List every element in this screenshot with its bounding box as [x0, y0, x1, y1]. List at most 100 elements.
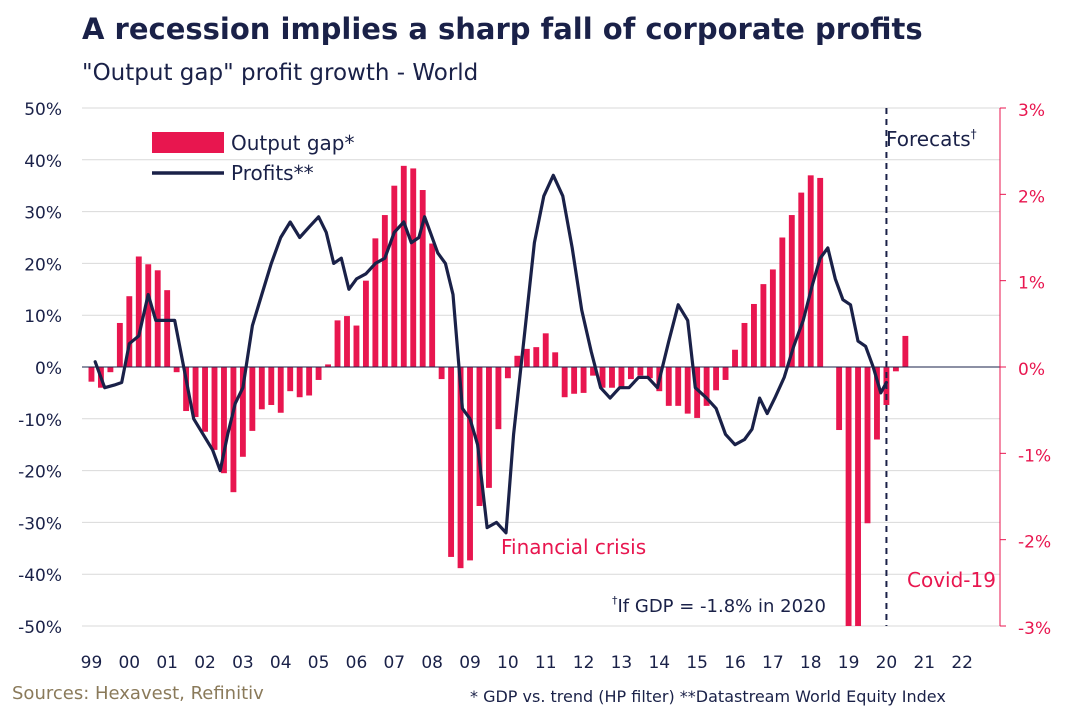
forecasts-dagger: †	[971, 127, 977, 141]
financial-crisis-label: Financial crisis	[501, 535, 646, 559]
output-gap-bar	[694, 367, 701, 418]
output-gap-bar	[296, 367, 303, 398]
output-gap-bar	[542, 333, 549, 367]
axis-labels: 50% 40% 30% 20% 10% 0% -10% -20% -30% -40% -50% 3% 2…	[18, 100, 1051, 673]
x-axis-tick-label: 18	[800, 653, 822, 673]
right-axis-tick-label: -1%	[1018, 446, 1051, 466]
output-gap-bar	[675, 367, 682, 406]
right-axis-tick-label: 1%	[1018, 274, 1045, 294]
output-gap-bar	[514, 355, 521, 367]
profits-line	[93, 173, 889, 535]
legend: Output gap* Profits**	[152, 131, 354, 185]
output-gap-bar	[722, 367, 729, 380]
output-gap-bar	[353, 325, 360, 367]
output-gap-bar	[344, 316, 350, 367]
output-gap-bar	[760, 284, 767, 367]
output-gap-bar	[126, 296, 133, 367]
output-gap-bar	[892, 367, 899, 372]
footnote: * GDP vs. trend (HP filter) **Datastream…	[470, 687, 946, 706]
output-gap-bar	[571, 367, 578, 394]
output-gap-bar	[183, 367, 190, 412]
output-gap-bar	[448, 367, 455, 557]
x-axis-tick-label: 05	[308, 653, 330, 673]
right-axis-tick-label: -2%	[1018, 533, 1051, 553]
right-axis-tick-label: 2%	[1018, 187, 1045, 207]
left-axis-tick-label: -30%	[18, 514, 62, 534]
chart-subtitle: "Output gap" profit growth - World	[82, 60, 479, 86]
x-axis-tick-label: 02	[194, 653, 216, 673]
output-gap-bar	[476, 367, 483, 506]
output-gap-bar	[646, 367, 653, 379]
output-gap-bar	[429, 243, 436, 367]
right-axis-tick-label: -3%	[1018, 619, 1051, 639]
output-gap-bar	[807, 175, 814, 367]
output-gap-bar	[836, 367, 843, 431]
left-axis-tick-label: -20%	[18, 463, 62, 483]
output-gap-bar	[268, 367, 275, 405]
left-axis-tick-label: -40%	[18, 566, 62, 586]
output-gap-bar	[221, 367, 227, 474]
output-gap-bar	[486, 367, 492, 488]
output-gap-bar	[732, 349, 738, 367]
x-axis-tick-label: 17	[762, 653, 784, 673]
x-axis-tick-label: 04	[270, 653, 292, 673]
x-axis-tick-label: 09	[459, 653, 481, 673]
output-gap-bar	[306, 367, 313, 396]
output-gap-bar	[798, 192, 805, 367]
left-axis-tick-label: 30%	[24, 204, 62, 224]
legend-label-line: Profits**	[231, 161, 314, 185]
output-gap-bar	[362, 280, 369, 367]
output-gap-bar	[372, 238, 379, 367]
output-gap-bar	[400, 165, 407, 367]
left-axis-tick-label: -10%	[18, 411, 62, 431]
left-axis-tick-label: 0%	[35, 359, 62, 379]
output-gap-bar	[523, 348, 530, 367]
chart-title: A recession implies a sharp fall of corp…	[82, 12, 923, 46]
output-gap-bar	[580, 367, 587, 393]
x-axis-tick-label: 12	[573, 653, 595, 673]
output-gap-bar	[703, 367, 710, 406]
output-gap-bar	[211, 367, 218, 450]
x-axis-tick-label: 19	[838, 653, 860, 673]
output-gap-bar	[164, 290, 171, 367]
x-axis-tick-label: 99	[81, 653, 103, 673]
output-gap-bar	[495, 367, 502, 430]
sources-note: Sources: Hexavest, Refinitiv	[12, 683, 264, 704]
output-gap-bar	[192, 367, 199, 418]
output-gap-bar	[202, 367, 208, 432]
right-axis-tick-label: 0%	[1018, 360, 1045, 380]
output-gap-bar	[618, 367, 625, 388]
output-gap-bar	[287, 367, 294, 392]
x-axis-tick-label: 00	[118, 653, 140, 673]
output-gap-bar	[145, 264, 152, 367]
output-gap-bar	[533, 347, 540, 367]
x-axis-tick-label: 22	[951, 653, 973, 673]
x-axis-tick-label: 11	[535, 653, 557, 673]
output-gap-bar	[769, 269, 776, 367]
left-axis-tick-label: -50%	[18, 618, 62, 638]
output-gap-bar	[334, 320, 341, 367]
output-gap-bar	[107, 367, 114, 373]
x-axis-tick-label: 10	[497, 653, 519, 673]
x-axis-tick-label: 01	[156, 653, 178, 673]
output-gap-bar	[230, 367, 237, 493]
x-axis-tick-label: 14	[648, 653, 670, 673]
output-gap-bar	[713, 367, 720, 391]
gdp-note: †If GDP = -1.8% in 2020	[612, 594, 826, 617]
output-gap-bar	[173, 367, 180, 373]
output-gap-bar	[116, 322, 123, 367]
profits-series-line	[93, 173, 889, 535]
output-gap-bar	[817, 177, 824, 367]
output-gap-bar	[277, 367, 284, 413]
output-gap-bar	[410, 168, 417, 367]
x-axis-tick-label: 15	[686, 653, 708, 673]
output-gap-bar	[874, 367, 880, 440]
output-gap-bar	[561, 367, 568, 398]
output-gap-bar	[391, 185, 398, 367]
output-gap-bar	[779, 237, 786, 367]
output-gap-bar	[637, 367, 644, 376]
output-gap-bar	[609, 367, 615, 388]
output-gap-bar	[249, 367, 256, 431]
